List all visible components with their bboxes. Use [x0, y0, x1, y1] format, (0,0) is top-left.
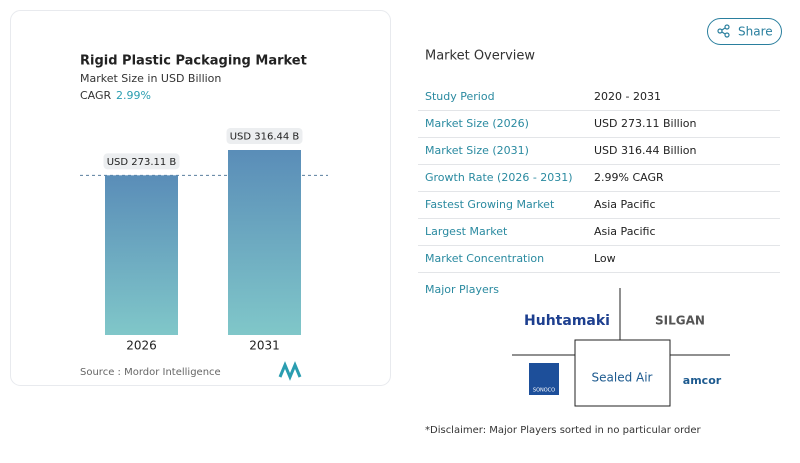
overview-value: Low — [594, 252, 616, 265]
player-logo: Sealed Air — [592, 371, 653, 385]
overview-value: USD 316.44 Billion — [594, 144, 696, 157]
source-logo — [278, 361, 302, 381]
value-label-box — [226, 128, 303, 144]
x-tick-label: 2026 — [126, 339, 157, 353]
overview-title: Market Overview — [425, 49, 535, 64]
bar — [228, 150, 301, 335]
source: Source : Mordor Intelligence — [80, 367, 221, 378]
player-logo: SONOCO — [533, 388, 555, 394]
player-logo: Huhtamaki — [524, 313, 610, 329]
player-logo: amcor — [683, 374, 722, 387]
value-label-box — [103, 153, 180, 170]
overview-label: Growth Rate (2026 - 2031) — [425, 171, 573, 184]
share-label[interactable]: Share — [738, 25, 773, 39]
overview-label: Largest Market — [425, 225, 508, 238]
bar — [105, 175, 178, 335]
overview-value: Asia Pacific — [594, 225, 656, 238]
overview-label: Market Size (2026) — [425, 117, 529, 130]
overview-label: Fastest Growing Market — [425, 198, 555, 211]
overview-value: USD 273.11 Billion — [594, 117, 696, 130]
value-label: USD 316.44 B — [230, 132, 300, 143]
player-logo: SILGAN — [655, 314, 705, 328]
players-grid — [512, 288, 730, 407]
overview-value: 2.99% CAGR — [594, 171, 664, 184]
overview-label: Market Size (2031) — [425, 144, 529, 157]
disclaimer: *Disclaimer: Major Players sorted in no … — [425, 425, 702, 436]
cagr-value: 2.99% — [116, 89, 151, 102]
chart-title: Rigid Plastic Packaging Market — [80, 54, 307, 69]
players-title: Major Players — [425, 283, 499, 296]
overview-value: 2020 - 2031 — [594, 90, 661, 103]
player-logo-box — [529, 363, 559, 395]
overview-label: Study Period — [425, 90, 495, 103]
x-tick-label: 2031 — [249, 339, 280, 353]
cagr-label: CAGR — [80, 89, 112, 102]
overview-label: Market Concentration — [425, 252, 544, 265]
overview-value: Asia Pacific — [594, 198, 656, 211]
share-icon — [717, 24, 730, 38]
value-label: USD 273.11 B — [107, 157, 177, 168]
chart-subtitle: Market Size in USD Billion — [80, 72, 221, 85]
